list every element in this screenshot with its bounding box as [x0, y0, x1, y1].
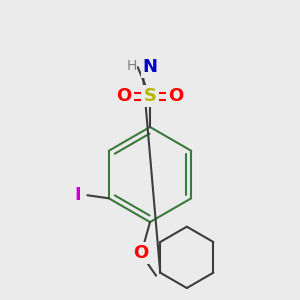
Text: S: S — [143, 87, 157, 105]
Text: H: H — [126, 59, 137, 73]
Text: O: O — [116, 87, 132, 105]
Text: O: O — [133, 244, 148, 262]
Text: O: O — [168, 87, 184, 105]
Text: I: I — [75, 186, 81, 204]
Text: N: N — [142, 58, 157, 76]
